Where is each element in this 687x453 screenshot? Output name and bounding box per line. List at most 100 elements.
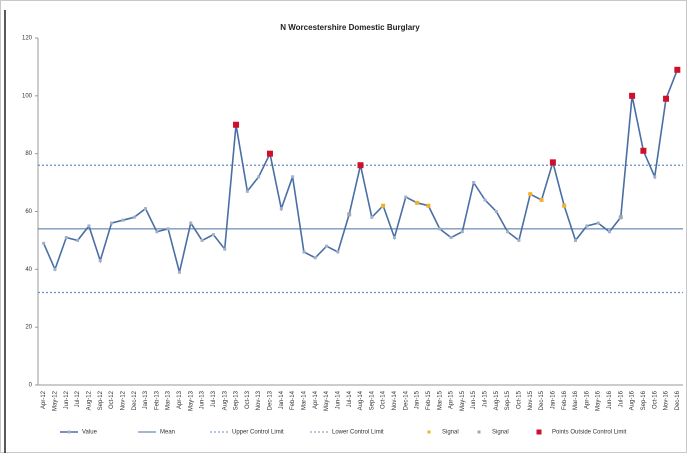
x-tick-label: Jun-13	[200, 390, 206, 409]
x-tick-label: Jan-13	[143, 390, 149, 409]
x-tick-label: Nov-15	[528, 390, 534, 410]
x-tick-label: Apr-13	[177, 390, 183, 409]
value-point	[223, 247, 227, 251]
x-tick-label: Nov-12	[120, 390, 126, 410]
y-tick-label: 20	[25, 325, 32, 331]
value-point	[132, 215, 136, 219]
outside-point	[233, 121, 240, 128]
x-tick-label: Aug-12	[86, 390, 92, 410]
x-tick-label: Oct-12	[109, 390, 115, 409]
x-tick-label: Jul-14	[347, 390, 353, 407]
x-tick-label: May-13	[188, 390, 194, 411]
value-point	[177, 270, 181, 274]
legend-marker	[536, 429, 542, 435]
value-point	[607, 230, 611, 234]
x-tick-label: Sep-16	[641, 390, 647, 410]
value-point	[64, 236, 68, 240]
x-tick-label: Apr-14	[313, 390, 319, 409]
value-point	[438, 227, 442, 231]
value-point	[144, 207, 147, 211]
x-tick-label: May-12	[53, 390, 59, 411]
y-tick-label: 100	[22, 93, 33, 99]
value-point	[42, 241, 46, 245]
x-tick-label: Jun-15	[471, 390, 477, 409]
x-tick-label: Aug-16	[630, 390, 636, 410]
value-point	[76, 238, 80, 242]
x-tick-label: Jul-15	[483, 390, 489, 407]
value-point	[494, 210, 498, 213]
x-tick-label: Apr-16	[584, 390, 590, 409]
value-point	[596, 221, 600, 225]
value-point	[449, 236, 453, 240]
x-tick-label: Sep-13	[234, 390, 240, 410]
x-tick-label: Dec-15	[539, 390, 545, 410]
value-point	[313, 256, 317, 260]
legend-label: Upper Control Limit	[232, 430, 284, 436]
signal-point	[539, 197, 544, 202]
legend-marker	[427, 430, 431, 434]
x-tick-label: Jan-14	[279, 390, 285, 409]
outside-point	[640, 147, 647, 154]
value-point	[460, 230, 464, 234]
x-tick-label: Sep-15	[505, 390, 511, 410]
value-point	[87, 224, 91, 228]
legend-label: Signal	[492, 430, 509, 436]
legend-label: Mean	[160, 430, 175, 436]
chart-title: N Worcestershire Domestic Burglary	[280, 23, 420, 32]
x-tick-label: Jan-15	[415, 390, 421, 409]
signal-point	[347, 212, 352, 217]
x-tick-label: Jan-16	[550, 390, 556, 409]
x-tick-label: Jun-16	[607, 390, 613, 409]
legend-label: Lower Control Limit	[332, 430, 384, 436]
x-tick-label: Nov-13	[256, 390, 262, 410]
signal-point	[528, 192, 533, 197]
x-tick-label: May-14	[324, 390, 330, 411]
x-tick-label: Jun-12	[64, 390, 70, 409]
y-tick-label: 0	[29, 383, 33, 389]
y-tick-label: 40	[25, 267, 32, 273]
value-point	[574, 238, 577, 242]
y-tick-label: 60	[25, 209, 32, 215]
outside-point	[629, 92, 636, 99]
value-point	[517, 238, 521, 242]
x-tick-label: Mar-15	[437, 390, 443, 410]
x-tick-label: Jul-12	[75, 390, 81, 407]
value-point	[370, 215, 374, 219]
value-point	[291, 175, 295, 179]
value-point	[483, 198, 487, 202]
x-tick-label: Oct-16	[652, 390, 658, 409]
outside-point	[663, 95, 670, 102]
value-point	[472, 181, 476, 185]
x-tick-label: May-15	[460, 390, 466, 411]
x-tick-label: Mar-13	[166, 390, 172, 410]
value-point	[189, 221, 193, 225]
signal-point	[618, 215, 623, 220]
outside-point	[674, 66, 681, 73]
value-point	[200, 238, 204, 242]
x-tick-label: Sep-14	[369, 390, 375, 410]
signal-point	[562, 203, 567, 208]
x-tick-label: Oct-15	[516, 390, 522, 409]
x-tick-label: Mar-16	[573, 390, 579, 410]
x-tick-label: Oct-13	[245, 390, 251, 409]
x-tick-label: Aug-14	[358, 390, 364, 410]
outside-point	[549, 159, 556, 166]
value-point	[302, 250, 306, 254]
x-tick-label: Dec-16	[675, 390, 681, 410]
x-tick-label: Mar-14	[301, 390, 307, 410]
x-tick-label: Jul-13	[211, 390, 217, 407]
value-point	[245, 189, 249, 193]
value-point	[279, 207, 283, 211]
value-point	[110, 221, 114, 225]
x-tick-label: Feb-15	[426, 390, 432, 410]
x-tick-label: Dec-13	[268, 390, 274, 410]
signal-point	[381, 203, 386, 208]
value-point	[121, 218, 125, 222]
x-tick-label: Apr-15	[449, 390, 455, 409]
y-tick-label: 120	[22, 36, 33, 42]
x-tick-label: Nov-14	[392, 390, 398, 410]
value-point	[211, 233, 215, 237]
value-point	[257, 175, 261, 179]
outside-point	[266, 150, 273, 157]
